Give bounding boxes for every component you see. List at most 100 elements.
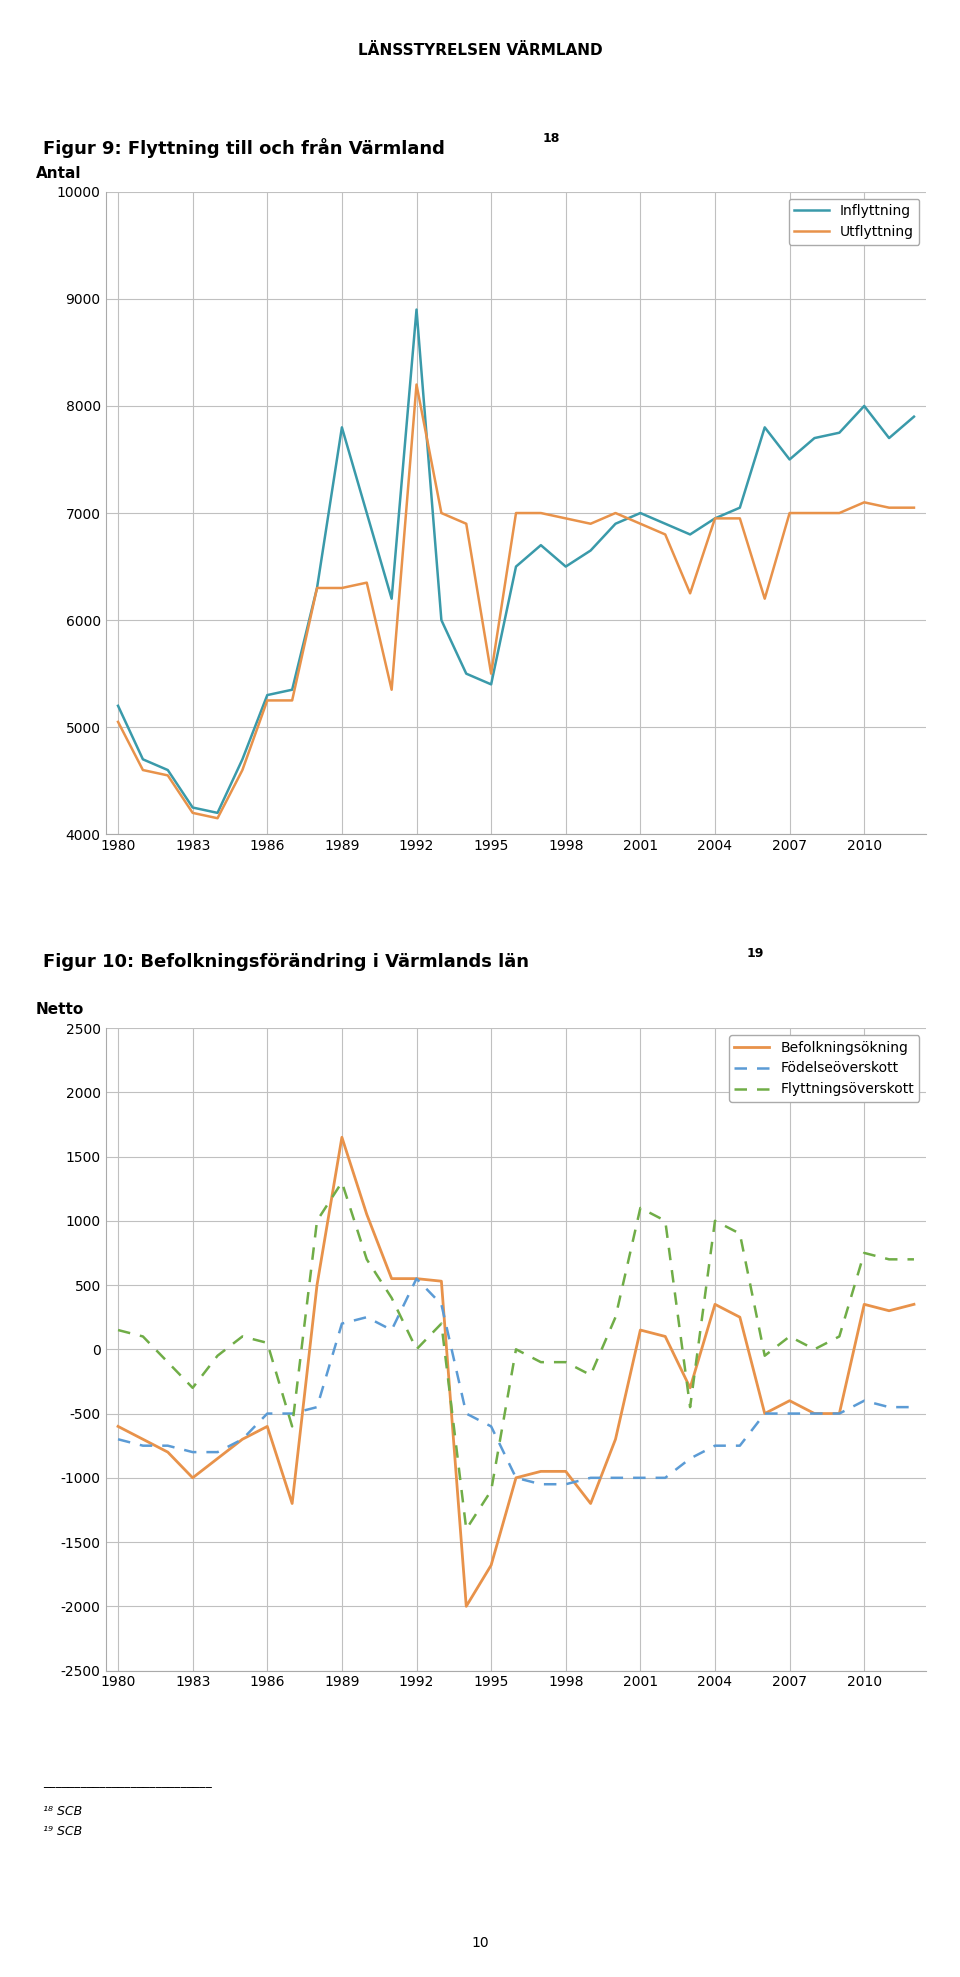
Befolkningsökning xyxy=(908,1293,920,1317)
Födelseöverskott xyxy=(709,1433,721,1457)
Inflyttning xyxy=(436,609,447,633)
Födelseöverskott xyxy=(510,1467,521,1491)
Befolkningsökning xyxy=(336,1125,348,1149)
Födelseöverskott xyxy=(908,1396,920,1419)
Flyttningsöverskott xyxy=(112,1319,124,1342)
Flyttningsöverskott xyxy=(734,1222,746,1246)
Utflyttning xyxy=(709,506,721,530)
Utflyttning xyxy=(212,807,224,830)
Befolkningsökning xyxy=(858,1293,870,1317)
Flyttningsöverskott xyxy=(759,1344,771,1368)
Inflyttning xyxy=(660,512,671,536)
Födelseöverskott xyxy=(461,1402,472,1425)
Text: Figur 9: Flyttning till och från Värmland: Figur 9: Flyttning till och från Värmlan… xyxy=(43,138,445,158)
Befolkningsökning xyxy=(112,1416,124,1439)
Flyttningsöverskott xyxy=(610,1305,621,1329)
Födelseöverskott xyxy=(684,1447,696,1471)
Befolkningsökning xyxy=(461,1593,472,1617)
Födelseöverskott xyxy=(610,1467,621,1491)
Text: ¹⁹ SCB: ¹⁹ SCB xyxy=(43,1825,83,1839)
Utflyttning xyxy=(908,496,920,520)
Födelseöverskott xyxy=(660,1467,671,1491)
Födelseöverskott xyxy=(361,1305,372,1329)
Flyttningsöverskott xyxy=(510,1336,521,1360)
Utflyttning xyxy=(162,763,174,787)
Födelseöverskott xyxy=(486,1416,497,1439)
Utflyttning xyxy=(610,500,621,524)
Befolkningsökning xyxy=(883,1299,895,1323)
Utflyttning xyxy=(660,522,671,546)
Flyttningsöverskott xyxy=(386,1285,397,1309)
Flyttningsöverskott xyxy=(486,1479,497,1503)
Utflyttning xyxy=(361,571,372,595)
Flyttningsöverskott xyxy=(461,1518,472,1542)
Utflyttning xyxy=(759,587,771,611)
Flyttningsöverskott xyxy=(162,1350,174,1374)
Utflyttning xyxy=(411,372,422,395)
Födelseöverskott xyxy=(261,1402,273,1425)
Befolkningsökning xyxy=(510,1467,521,1491)
Flyttningsöverskott xyxy=(212,1344,224,1368)
Line: Befolkningsökning: Befolkningsökning xyxy=(118,1137,914,1605)
Befolkningsökning xyxy=(386,1267,397,1291)
Befolkningsökning xyxy=(486,1554,497,1578)
Födelseöverskott xyxy=(386,1319,397,1342)
Födelseöverskott xyxy=(311,1396,323,1419)
Födelseöverskott xyxy=(535,1473,546,1497)
Text: Antal: Antal xyxy=(36,166,82,182)
Flyttningsöverskott xyxy=(311,1208,323,1234)
Inflyttning xyxy=(236,747,248,771)
Befolkningsökning xyxy=(411,1267,422,1291)
Födelseöverskott xyxy=(833,1402,845,1425)
Text: ___________________________: ___________________________ xyxy=(43,1775,212,1789)
Befolkningsökning xyxy=(560,1459,571,1483)
Inflyttning xyxy=(684,522,696,546)
Flyttningsöverskott xyxy=(783,1325,795,1348)
Inflyttning xyxy=(759,415,771,439)
Flyttningsöverskott xyxy=(908,1247,920,1271)
Line: Inflyttning: Inflyttning xyxy=(118,310,914,813)
Födelseöverskott xyxy=(759,1402,771,1425)
Inflyttning xyxy=(908,405,920,429)
Utflyttning xyxy=(461,512,472,536)
Text: LÄNSSTYRELSEN VÄRMLAND: LÄNSSTYRELSEN VÄRMLAND xyxy=(358,43,602,59)
Befolkningsökning xyxy=(236,1427,248,1451)
Inflyttning xyxy=(336,415,348,439)
Inflyttning xyxy=(187,795,199,818)
Födelseöverskott xyxy=(137,1433,149,1457)
Födelseöverskott xyxy=(212,1439,224,1463)
Flyttningsöverskott xyxy=(585,1364,596,1388)
Utflyttning xyxy=(187,801,199,824)
Inflyttning xyxy=(883,427,895,451)
Flyttningsöverskott xyxy=(858,1242,870,1265)
Födelseöverskott xyxy=(286,1402,298,1425)
Inflyttning xyxy=(833,421,845,445)
Flyttningsöverskott xyxy=(684,1396,696,1419)
Utflyttning xyxy=(883,496,895,520)
Inflyttning xyxy=(560,556,571,579)
Flyttningsöverskott xyxy=(535,1350,546,1374)
Utflyttning xyxy=(783,500,795,524)
Inflyttning xyxy=(386,587,397,611)
Befolkningsökning xyxy=(187,1467,199,1491)
Inflyttning xyxy=(286,678,298,702)
Inflyttning xyxy=(510,556,521,579)
Födelseöverskott xyxy=(336,1313,348,1336)
Utflyttning xyxy=(858,490,870,514)
Flyttningsöverskott xyxy=(709,1208,721,1234)
Flyttningsöverskott xyxy=(137,1325,149,1348)
Line: Flyttningsöverskott: Flyttningsöverskott xyxy=(118,1182,914,1530)
Utflyttning xyxy=(386,678,397,702)
Flyttningsöverskott xyxy=(808,1336,820,1360)
Flyttningsöverskott xyxy=(635,1196,646,1220)
Utflyttning xyxy=(486,662,497,686)
Födelseöverskott xyxy=(411,1267,422,1291)
Utflyttning xyxy=(560,506,571,530)
Födelseöverskott xyxy=(883,1396,895,1419)
Inflyttning xyxy=(162,757,174,781)
Befolkningsökning xyxy=(286,1491,298,1514)
Inflyttning xyxy=(858,393,870,417)
Flyttningsöverskott xyxy=(436,1313,447,1336)
Befolkningsökning xyxy=(535,1459,546,1483)
Befolkningsökning xyxy=(783,1388,795,1412)
